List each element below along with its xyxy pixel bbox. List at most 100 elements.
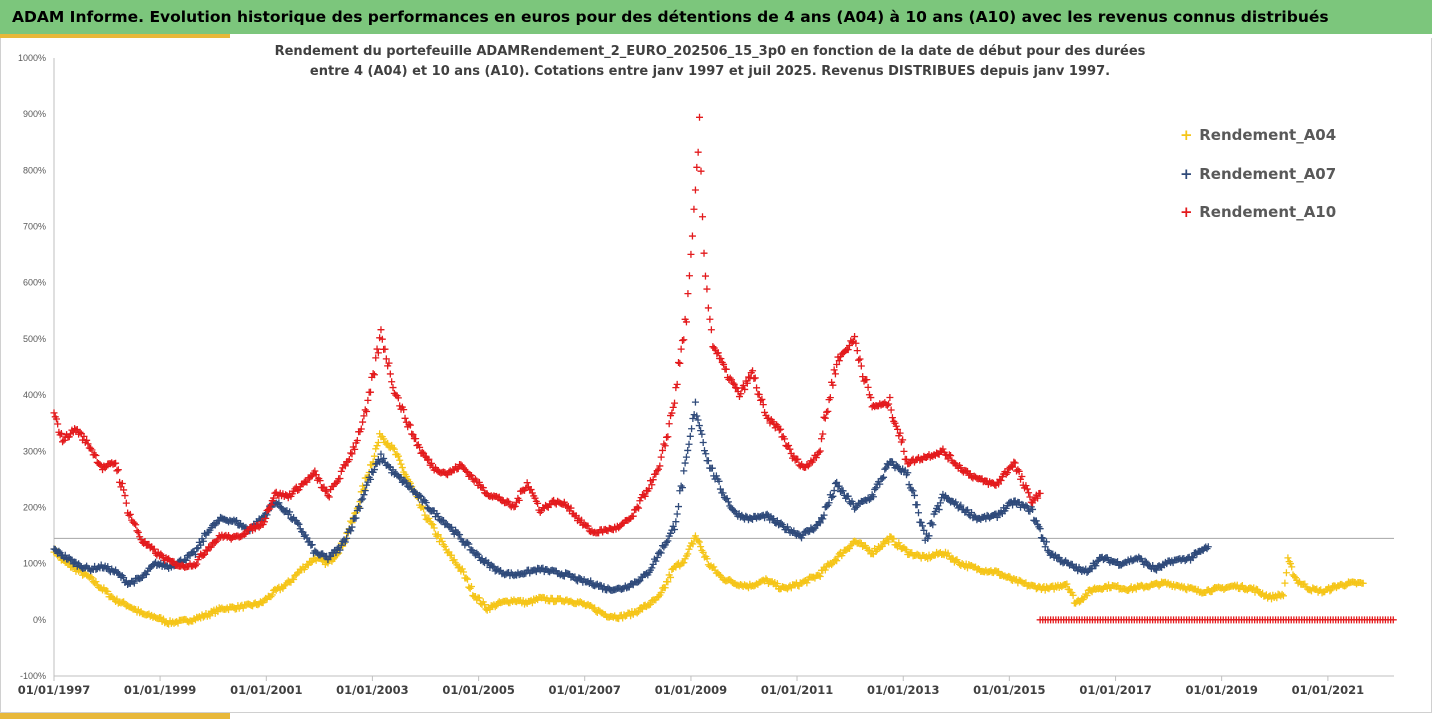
marker-a04 [421,511,429,519]
marker-a10 [676,359,684,367]
marker-a04 [667,573,675,581]
marker-a04 [397,460,405,468]
marker-a07 [681,459,689,467]
marker-a07 [935,506,943,514]
marker-a04 [372,445,380,453]
legend-item-a10[interactable]: + Rendement_A10 [1180,203,1336,221]
marker-a07 [380,455,388,463]
marker-a07 [402,479,410,487]
marker-a10 [687,250,695,258]
marker-a07 [327,552,335,560]
y-tick-label: 500% [23,334,46,344]
marker-a10 [374,349,382,357]
marker-a04 [448,551,456,559]
marker-a10 [635,504,643,512]
marker-a07 [1041,543,1049,551]
marker-a10 [394,394,402,402]
marker-a07 [829,492,837,500]
marker-a10 [515,496,523,504]
marker-a10 [640,491,648,499]
marker-a10 [821,414,829,422]
marker-a10 [1026,493,1034,501]
marker-a07 [1032,517,1040,525]
marker-a10 [669,403,677,411]
marker-a10 [475,478,483,486]
marker-a04 [685,545,693,553]
marker-a07 [337,541,345,549]
marker-a10 [757,396,765,404]
marker-a04 [438,537,446,545]
marker-a04 [1301,580,1309,588]
marker-a07 [936,499,944,507]
marker-a07 [448,523,456,531]
marker-a07 [571,573,579,581]
marker-a04 [1278,590,1286,598]
marker-a10 [819,430,827,438]
marker-a07 [700,447,708,455]
marker-a07 [693,412,701,420]
marker-a10 [855,356,863,364]
marker-a07 [130,579,138,587]
marker-a04 [307,558,315,566]
marker-a07 [456,531,464,539]
marker-a04 [398,464,406,472]
marker-a04 [691,532,699,540]
marker-a04 [1290,572,1298,580]
marker-a04 [1326,587,1334,595]
marker-a07 [51,546,59,554]
marker-a04 [1069,591,1077,599]
marker-a07 [663,538,671,546]
marker-a04 [591,604,599,612]
marker-a04 [104,588,112,596]
marker-a04 [847,542,855,550]
legend-item-a07[interactable]: + Rendement_A07 [1180,165,1336,183]
marker-a10 [531,494,539,502]
marker-a07 [1188,553,1196,561]
marker-a10 [122,499,130,507]
marker-a07 [678,484,686,492]
marker-a10 [385,359,393,367]
marker-a10 [833,360,841,368]
marker-a10 [320,483,328,491]
marker-a07 [716,485,724,493]
marker-a04 [486,605,494,613]
marker-a07 [397,473,405,481]
report-title: ADAM Informe. Evolution historique des p… [12,8,1329,26]
marker-a10 [92,451,100,459]
marker-a10 [816,447,824,455]
marker-a07 [819,515,827,523]
marker-a07 [723,495,731,503]
marker-a10 [812,454,820,462]
marker-a04 [491,603,499,611]
marker-a10 [270,494,278,502]
marker-a04 [294,569,302,577]
marker-a10 [655,465,663,473]
marker-a07 [667,529,675,537]
marker-a10 [851,333,859,341]
marker-a10 [1014,466,1022,474]
marker-a07 [878,475,886,483]
marker-a10 [664,433,672,441]
marker-a10 [359,418,367,426]
marker-a10 [773,421,781,429]
y-tick-label: 900% [23,109,46,119]
marker-a10 [337,467,345,475]
marker-a07 [412,489,420,497]
marker-a07 [671,525,679,533]
legend-item-a04[interactable]: + Rendement_A04 [1180,126,1336,144]
marker-a10 [373,345,381,353]
marker-a10 [130,519,138,527]
marker-a10 [1023,485,1031,493]
marker-a04 [664,578,672,586]
marker-a10 [684,290,692,298]
marker-a10 [405,420,413,428]
marker-a10 [677,345,685,353]
marker-a10 [462,467,470,475]
marker-a07 [294,519,302,527]
marker-a07 [360,491,368,499]
y-tick-label: 0% [33,615,46,625]
marker-a07 [370,466,378,474]
marker-a07 [964,506,972,514]
marker-a04 [680,559,688,567]
marker-a07 [908,486,916,494]
